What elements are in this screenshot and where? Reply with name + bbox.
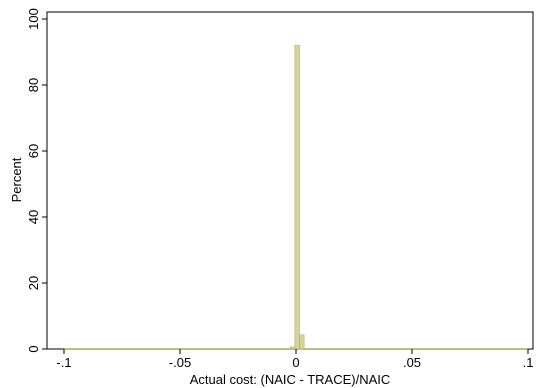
histogram-bar-1 xyxy=(289,346,296,350)
x-tick-label: 0 xyxy=(292,355,299,370)
x-tick-label: -.1 xyxy=(56,355,71,370)
bars-group xyxy=(63,45,529,350)
histogram-bar-2 xyxy=(294,45,300,350)
histogram-bar-4 xyxy=(303,348,529,350)
y-axis-title: Percent xyxy=(9,157,24,202)
histogram-bar-3 xyxy=(299,334,305,350)
x-tick-label: .1 xyxy=(523,355,534,370)
x-axis-title: Actual cost: (NAIC - TRACE)/NAIC xyxy=(190,372,391,387)
histogram-bar-0 xyxy=(63,348,291,350)
x-tick-label: -.05 xyxy=(169,355,191,370)
plot-area xyxy=(46,11,534,350)
y-tick-label: 80 xyxy=(26,78,41,92)
y-tick-label: 20 xyxy=(26,276,41,290)
y-tick-label: 0 xyxy=(26,345,41,352)
x-tick-label: .05 xyxy=(403,355,421,370)
y-tick-label: 40 xyxy=(26,210,41,224)
y-tick-label: 60 xyxy=(26,144,41,158)
y-axis-ticks: 0 20 40 60 80 100 xyxy=(26,8,47,353)
y-tick-label: 100 xyxy=(26,8,41,30)
x-axis-ticks: -.1 -.05 0 .05 .1 xyxy=(56,349,533,370)
